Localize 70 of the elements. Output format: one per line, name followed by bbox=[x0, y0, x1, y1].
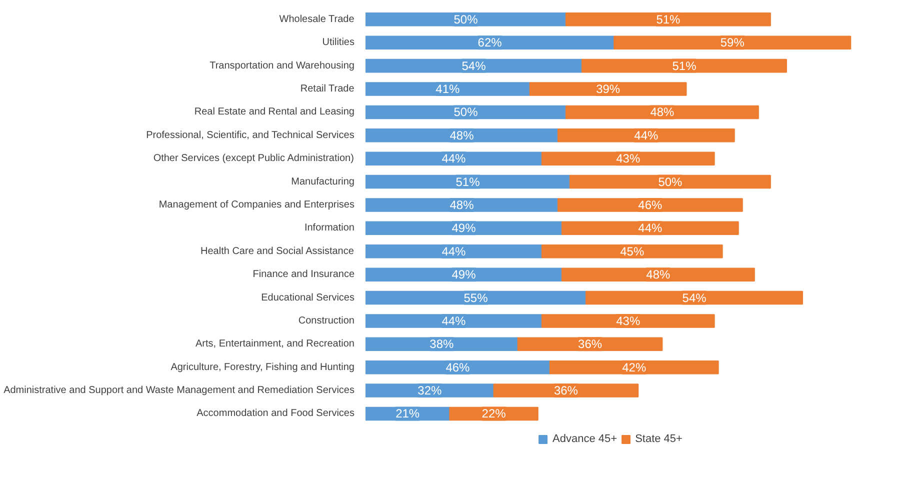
bar bbox=[569, 174, 771, 189]
data-label: 48% bbox=[646, 268, 671, 282]
data-label: 50% bbox=[454, 105, 478, 120]
bar bbox=[366, 174, 570, 189]
bar bbox=[586, 290, 804, 305]
y-tick-label: Other Services (except Public Administration) bbox=[153, 153, 354, 164]
y-tick-label: Health Care and Social Assistance bbox=[200, 246, 354, 257]
y-tick-label: Utilities bbox=[322, 37, 355, 48]
data-label: 38% bbox=[430, 337, 454, 352]
bar bbox=[366, 290, 587, 305]
data-label: 54% bbox=[462, 58, 486, 73]
y-tick-label: Wholesale Trade bbox=[279, 14, 355, 25]
data-label: 44% bbox=[634, 128, 659, 142]
y-tick-label: Construction bbox=[298, 315, 355, 326]
bar bbox=[366, 221, 562, 236]
data-label: 51% bbox=[456, 174, 480, 189]
data-label: 62% bbox=[478, 36, 502, 50]
y-tick-label: Agriculture, Forestry, Fishing and Hunting bbox=[170, 362, 355, 373]
legend-label: Advance 45+ bbox=[552, 433, 618, 445]
data-label: 21% bbox=[396, 406, 420, 421]
data-label: 50% bbox=[454, 12, 478, 26]
y-tick-label: Professional, Scientific, and Technical Services bbox=[146, 130, 354, 141]
y-tick-label: Educational Services bbox=[261, 292, 355, 304]
data-label: 44% bbox=[638, 221, 663, 236]
data-label: 32% bbox=[418, 384, 442, 398]
data-label: 50% bbox=[658, 174, 683, 189]
y-tick-label: Retail Trade bbox=[300, 84, 355, 95]
y-tick-label: Accommodation and Food Services bbox=[196, 408, 355, 420]
y-tick-label: Real Estate and Rental and Leasing bbox=[194, 106, 355, 118]
data-label: 46% bbox=[446, 360, 470, 374]
data-label: 54% bbox=[682, 290, 707, 305]
bar bbox=[565, 12, 771, 26]
bar bbox=[366, 105, 566, 120]
y-tick-label: Transportation and Warehousing bbox=[210, 60, 355, 72]
bar bbox=[366, 36, 615, 50]
data-label: 49% bbox=[452, 268, 476, 282]
data-label: 55% bbox=[464, 290, 488, 305]
data-label: 39% bbox=[596, 82, 620, 96]
data-label: 43% bbox=[616, 152, 640, 166]
data-label: 36% bbox=[578, 337, 602, 352]
data-label: 48% bbox=[450, 128, 474, 142]
data-label: 41% bbox=[436, 82, 460, 96]
data-label: 44% bbox=[442, 152, 466, 166]
bar bbox=[582, 58, 787, 73]
y-tick-label: Finance and Insurance bbox=[252, 269, 355, 280]
data-label: 51% bbox=[672, 58, 697, 73]
data-label: 59% bbox=[720, 36, 745, 50]
y-tick-label: Arts, Entertainment, and Recreation bbox=[196, 338, 355, 350]
legend-label: State 45+ bbox=[635, 433, 682, 445]
data-label: 48% bbox=[450, 198, 474, 212]
data-label: 36% bbox=[554, 384, 578, 398]
y-tick-label: Administrative and Support and Waste Management and Remediation Services bbox=[4, 385, 355, 396]
y-tick-label: Information bbox=[304, 222, 355, 234]
y-tick-label: Management of Companies and Enterprises bbox=[158, 199, 355, 210]
data-label: 48% bbox=[650, 105, 675, 120]
bar bbox=[529, 82, 687, 96]
data-label: 22% bbox=[482, 406, 506, 421]
data-label: 42% bbox=[622, 360, 646, 374]
data-label: 44% bbox=[442, 314, 466, 328]
bar bbox=[614, 36, 852, 50]
y-tick-label: Manufacturing bbox=[291, 176, 355, 188]
bar bbox=[565, 105, 759, 120]
data-label: 49% bbox=[452, 221, 476, 236]
data-label: 51% bbox=[656, 12, 681, 26]
data-label: 46% bbox=[638, 198, 663, 212]
data-label: 44% bbox=[442, 244, 466, 258]
data-label: 45% bbox=[620, 244, 644, 258]
bar bbox=[366, 58, 583, 73]
data-label: 43% bbox=[616, 314, 640, 328]
bar bbox=[366, 82, 530, 96]
